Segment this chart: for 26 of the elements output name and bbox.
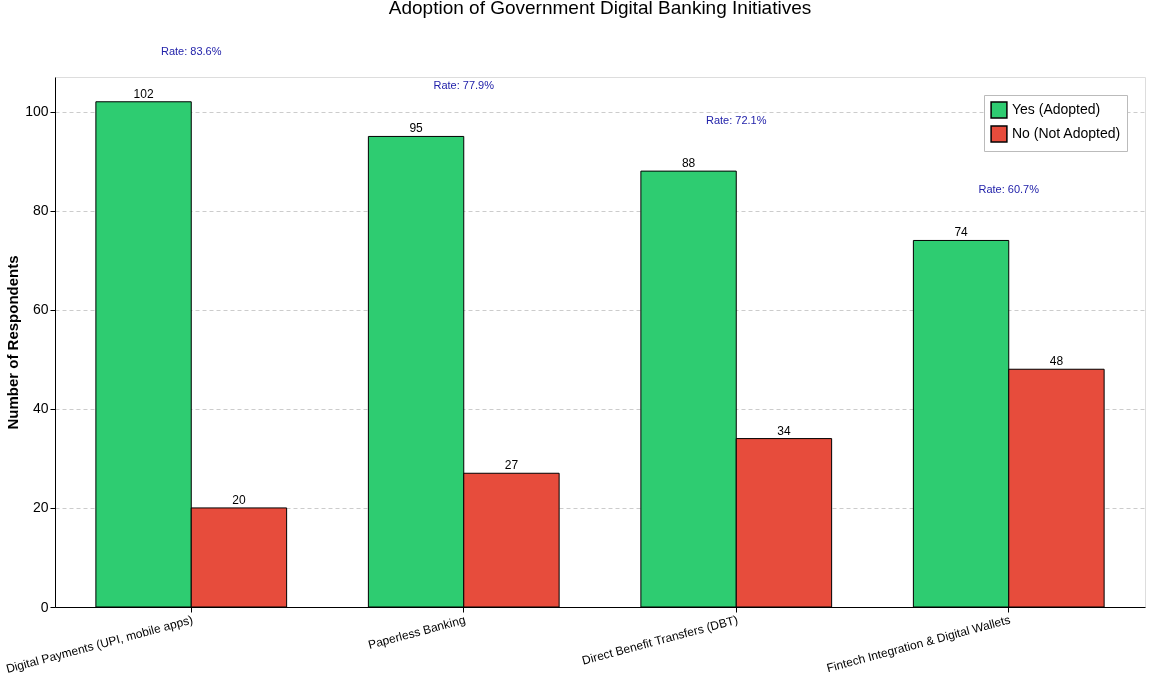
x-tick-label: Paperless Banking [366,612,467,652]
chart-title: Adoption of Government Digital Banking Initiatives [388,0,812,18]
data-label: 95 [409,121,424,136]
annotation: Rate: 77.9% [433,79,495,92]
data-label: 88 [681,156,696,171]
data-label: 34 [777,423,791,438]
x-tick-label: Direct Benefit Transfers (DBT) [580,612,740,668]
x-tick-label: Digital Payments (UPI, mobile apps) [4,612,195,676]
data-label: 20 [232,492,246,507]
y-axis-title: Number of Respondents [4,255,22,430]
y-tick-label: 60 [32,301,49,318]
y-tick-label: 0 [40,598,49,615]
data-label: 48 [1049,354,1064,369]
y-tick-label: 20 [32,499,49,516]
x-tick-label: Fintech Integration & Digital Wallets [825,612,1012,676]
data-label: 27 [504,458,519,473]
legend-label: No (Not Adopted) [1012,125,1121,141]
text: Rate: 83.6% [160,44,222,57]
y-tick-label: 80 [32,202,49,219]
data-label: 102 [133,86,154,101]
data-label: 74 [954,225,969,240]
annotation: Rate: 72.1% [705,114,767,127]
y-tick-label: 40 [32,400,49,417]
annotation: Rate: 60.7% [978,183,1040,196]
legend-label: Yes (Adopted) [1012,101,1101,117]
y-tick-label: 100 [25,103,49,120]
